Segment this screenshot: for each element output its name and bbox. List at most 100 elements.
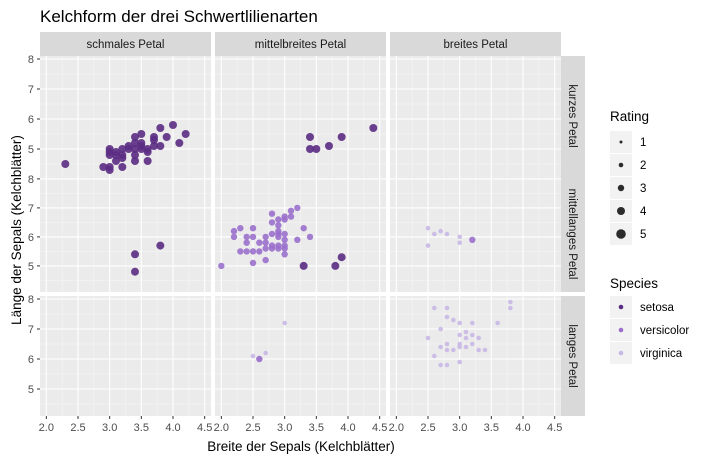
size-legend-key (617, 184, 625, 192)
y-tick-label: 8 (28, 174, 34, 186)
data-point-virginica (457, 341, 462, 347)
panel-points (306, 124, 378, 153)
x-tick-label: 3.5 (134, 422, 149, 434)
size-legend-key (619, 140, 623, 144)
data-point-setosa (112, 148, 120, 156)
y-tick-label: 8 (28, 294, 34, 306)
data-point-versicolor (287, 213, 295, 220)
data-point-setosa (306, 145, 314, 153)
data-point-versicolor (300, 225, 307, 232)
data-point-setosa (156, 241, 165, 250)
data-point-setosa (150, 142, 158, 150)
size-legend-label: 1 (640, 137, 646, 149)
data-point-versicolor (469, 236, 476, 243)
data-point-virginica (463, 329, 469, 335)
data-point-virginica (451, 317, 456, 323)
col-strip-label: breites Petal (444, 39, 508, 51)
data-point-virginica (508, 305, 513, 311)
data-point-virginica (457, 234, 462, 240)
y-tick-label: 7 (28, 84, 34, 96)
data-point-versicolor (230, 233, 238, 241)
data-point-setosa (162, 133, 171, 141)
y-tick-label: 5 (28, 144, 34, 156)
data-point-setosa (312, 145, 321, 153)
data-point-setosa (331, 261, 340, 270)
x-tick-label: 2.5 (420, 422, 435, 434)
data-point-virginica (432, 305, 437, 311)
data-point-virginica (444, 362, 450, 368)
y-tick-label: 8 (28, 54, 34, 66)
panel-points (61, 121, 190, 174)
data-point-versicolor (287, 207, 295, 214)
col-strip-label: mittelbreites Petal (255, 39, 346, 51)
data-point-virginica (438, 326, 443, 332)
row-strip (561, 176, 585, 292)
x-tick-label: 2.5 (70, 422, 85, 434)
data-point-versicolor (256, 239, 263, 246)
col-strip (390, 32, 561, 56)
data-point-virginica (438, 362, 443, 368)
species-legend-label: versicolor (640, 325, 689, 337)
x-tick-label: 4.5 (372, 422, 387, 434)
data-point-virginica (438, 344, 443, 350)
x-axis-title: Breite der Sepals (Kelchblätter) (207, 439, 395, 454)
data-point-versicolor (262, 256, 269, 264)
x-tick-label: 3.0 (102, 422, 117, 434)
data-point-versicolor (268, 210, 276, 217)
data-point-setosa (143, 145, 152, 153)
x-tick-label: 2.0 (389, 422, 404, 434)
y-tick-label: 7 (28, 324, 34, 336)
data-point-versicolor (275, 242, 282, 249)
size-legend-key (618, 162, 624, 168)
species-legend-key (618, 327, 624, 333)
data-point-versicolor (268, 230, 276, 238)
facet-panel (390, 176, 561, 292)
data-point-virginica (508, 299, 513, 305)
data-point-versicolor (243, 248, 250, 255)
col-strip-label: schmales Petal (87, 39, 165, 51)
data-point-virginica (482, 347, 488, 353)
facet-panel (390, 296, 561, 416)
data-point-setosa (105, 145, 114, 153)
data-point-setosa (131, 157, 139, 165)
data-point-virginica (457, 240, 462, 245)
data-point-virginica (495, 320, 500, 326)
data-point-versicolor (294, 236, 301, 243)
data-point-virginica (432, 353, 437, 359)
row-strip-label: langes Petal (566, 324, 578, 387)
data-point-setosa (131, 133, 139, 141)
data-point-versicolor (256, 248, 263, 255)
data-point-virginica (444, 314, 450, 320)
x-tick-label: 4.0 (340, 422, 355, 434)
data-point-virginica (263, 350, 268, 356)
data-point-setosa (105, 163, 114, 171)
x-tick-label: 3.0 (277, 422, 292, 434)
data-point-versicolor (237, 248, 244, 255)
row-strip (561, 56, 585, 176)
data-point-setosa (131, 139, 139, 147)
data-point-virginica (463, 344, 469, 350)
data-point-versicolor (275, 227, 282, 235)
data-point-virginica (470, 332, 475, 338)
y-tick-label: 7 (28, 203, 34, 215)
data-point-virginica (470, 341, 475, 347)
data-point-versicolor (281, 236, 288, 243)
data-point-virginica (444, 347, 450, 353)
data-point-setosa (169, 121, 177, 129)
data-point-virginica (444, 231, 450, 237)
y-tick-label: 5 (28, 261, 34, 273)
data-point-setosa (175, 139, 184, 147)
col-strip (215, 32, 386, 56)
row-strip-label: mittellanges Petal (566, 189, 578, 280)
data-point-setosa (369, 124, 378, 132)
data-point-virginica (444, 341, 450, 347)
data-point-virginica (476, 347, 481, 353)
data-point-setosa (181, 130, 190, 138)
y-tick-label: 6 (28, 114, 34, 126)
size-legend-key (616, 229, 626, 239)
y-tick-label: 6 (28, 232, 34, 244)
data-point-setosa (112, 157, 120, 165)
data-point-setosa (99, 163, 108, 171)
size-legend-label: 3 (640, 183, 646, 195)
data-point-virginica (470, 320, 475, 326)
